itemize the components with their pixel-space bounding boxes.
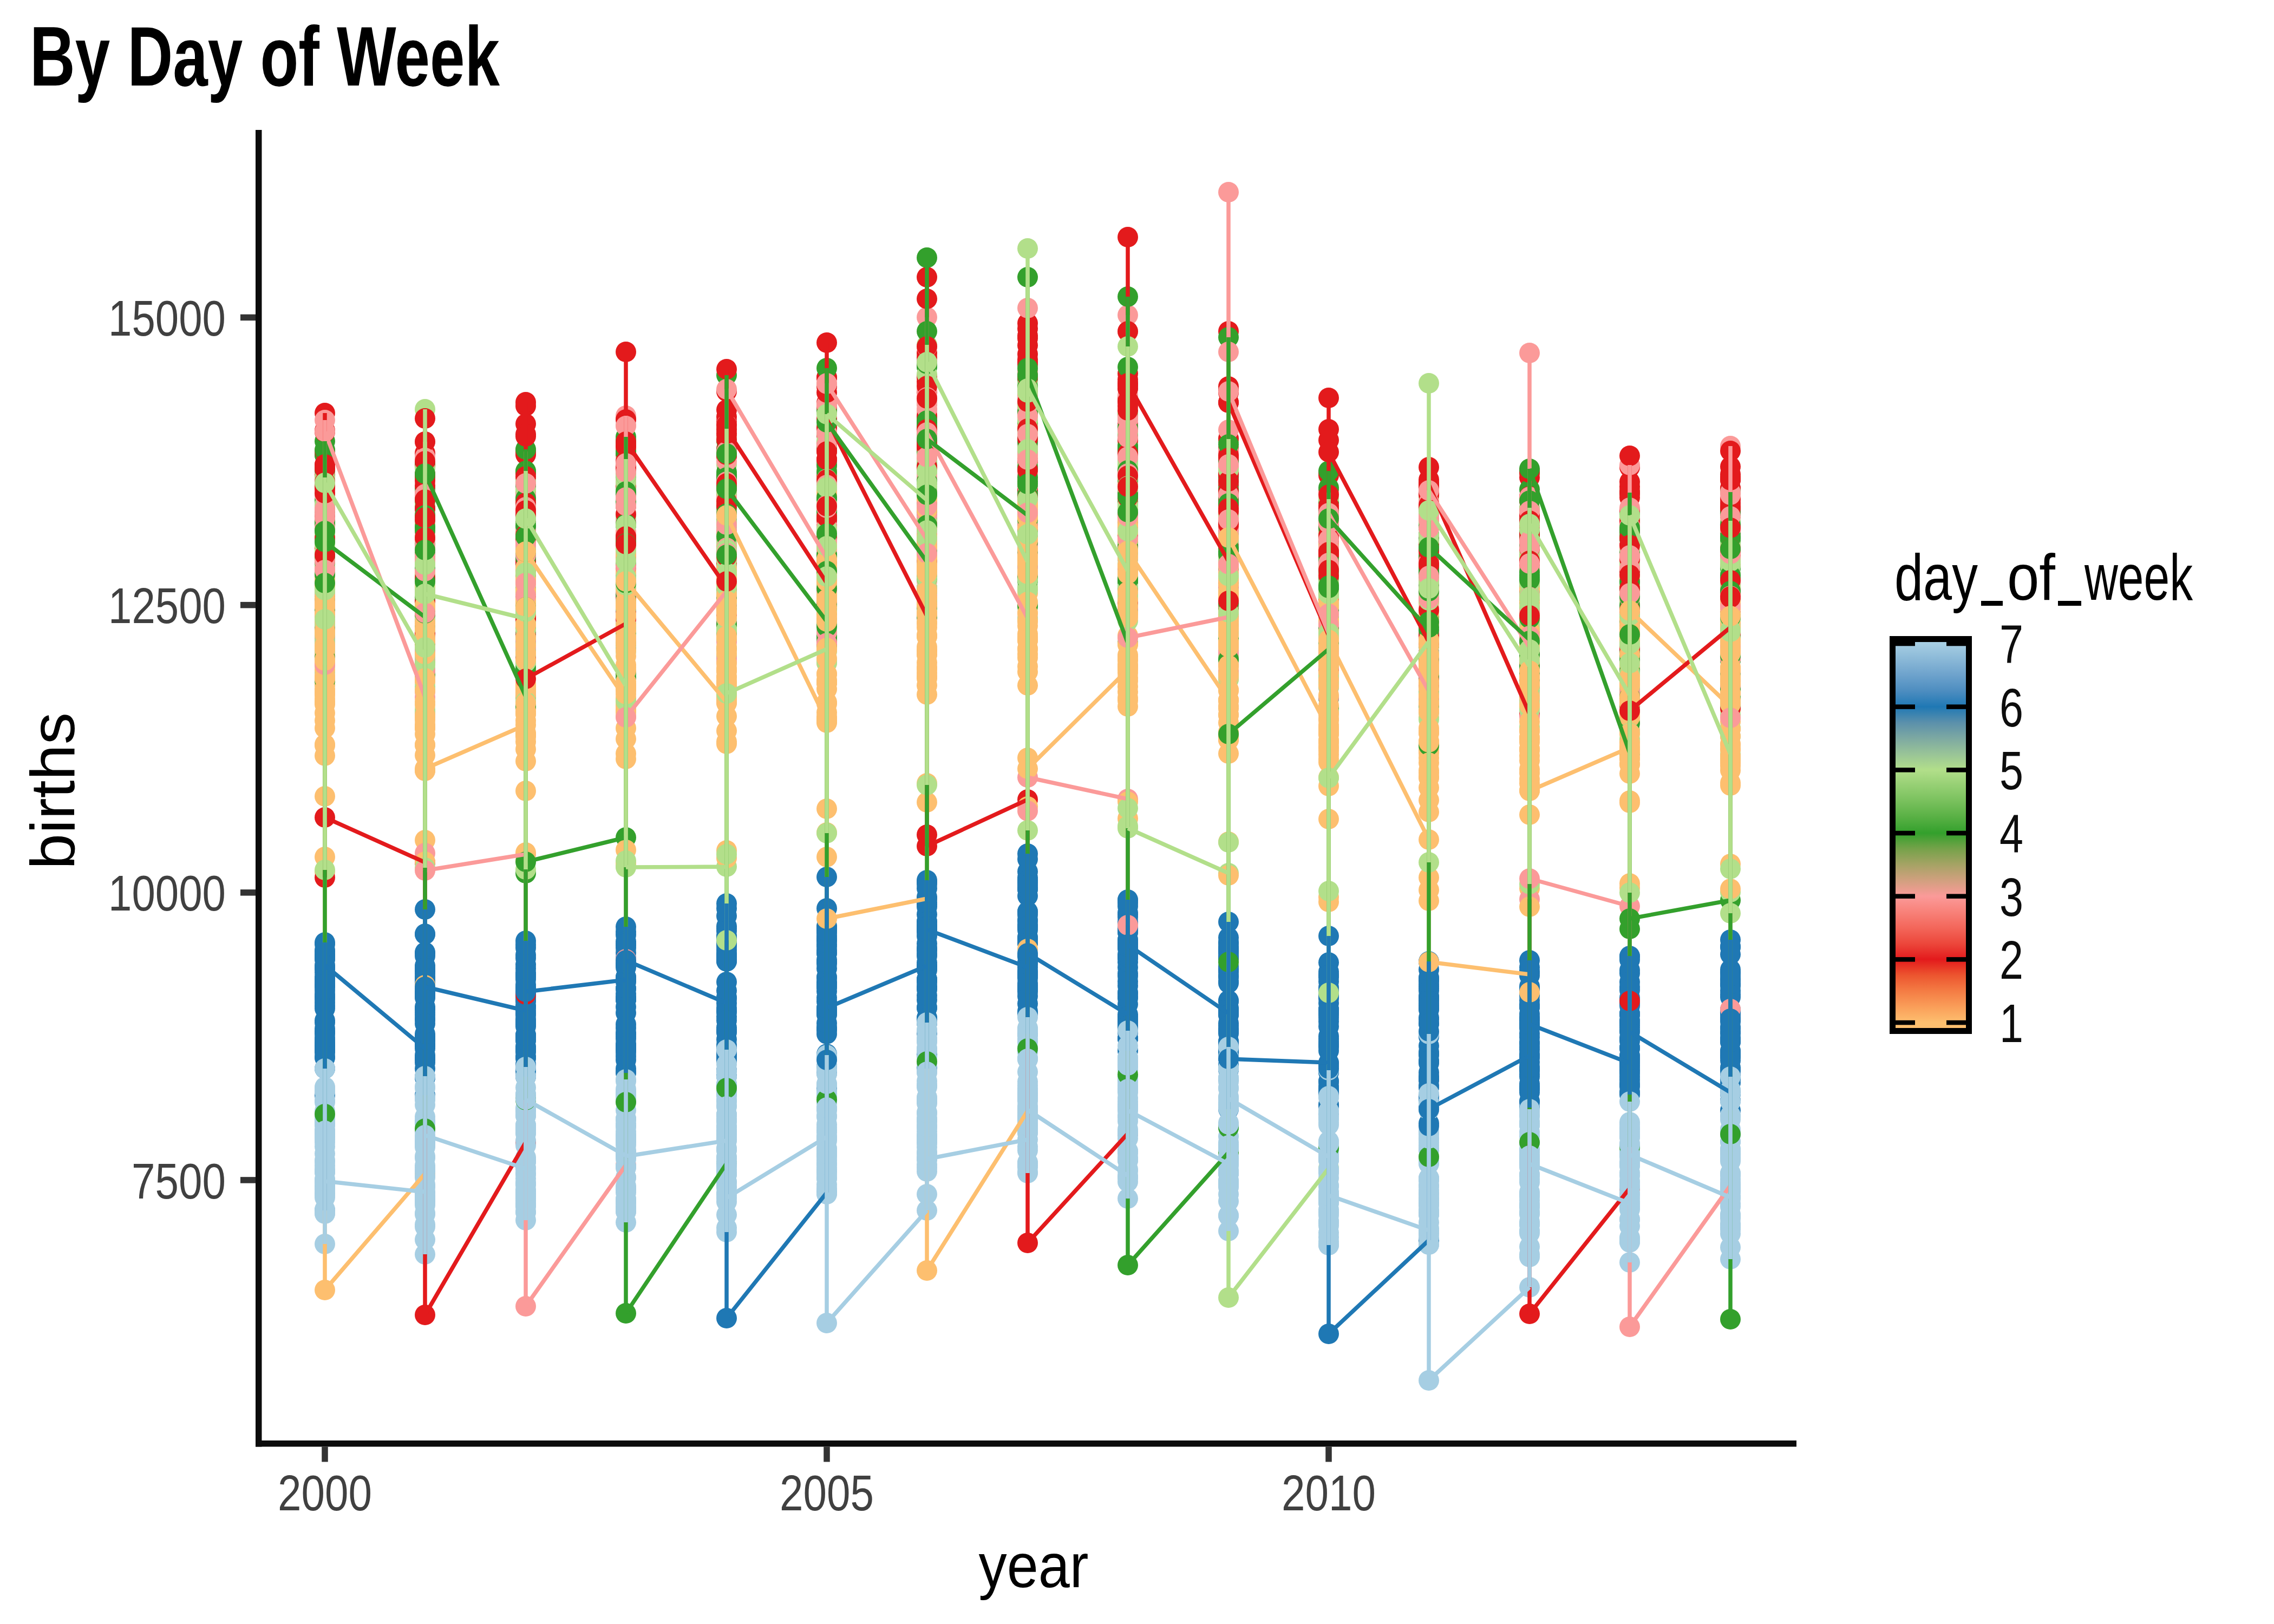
svg-text:2010: 2010 [1282, 1465, 1376, 1521]
svg-text:7500: 7500 [132, 1153, 226, 1209]
svg-text:4: 4 [1999, 803, 2023, 864]
svg-text:6: 6 [1999, 677, 2023, 738]
svg-text:15000: 15000 [108, 290, 226, 346]
svg-text:of: of [2007, 541, 2056, 613]
svg-text:2000: 2000 [278, 1465, 372, 1521]
svg-text:By Day of Week: By Day of Week [30, 10, 500, 103]
svg-text:7: 7 [1999, 614, 2023, 675]
svg-text:2: 2 [1999, 929, 2023, 990]
svg-text:year: year [979, 1531, 1089, 1600]
svg-text:births: births [18, 712, 87, 869]
svg-text:week: week [2084, 541, 2193, 613]
svg-text:12500: 12500 [108, 578, 226, 634]
svg-text:1: 1 [1999, 993, 2023, 1053]
svg-text:day: day [1894, 541, 1978, 613]
svg-text:10000: 10000 [108, 865, 226, 921]
svg-text:3: 3 [1999, 867, 2023, 927]
svg-text:5: 5 [1999, 740, 2023, 801]
svg-text:2005: 2005 [780, 1465, 874, 1521]
